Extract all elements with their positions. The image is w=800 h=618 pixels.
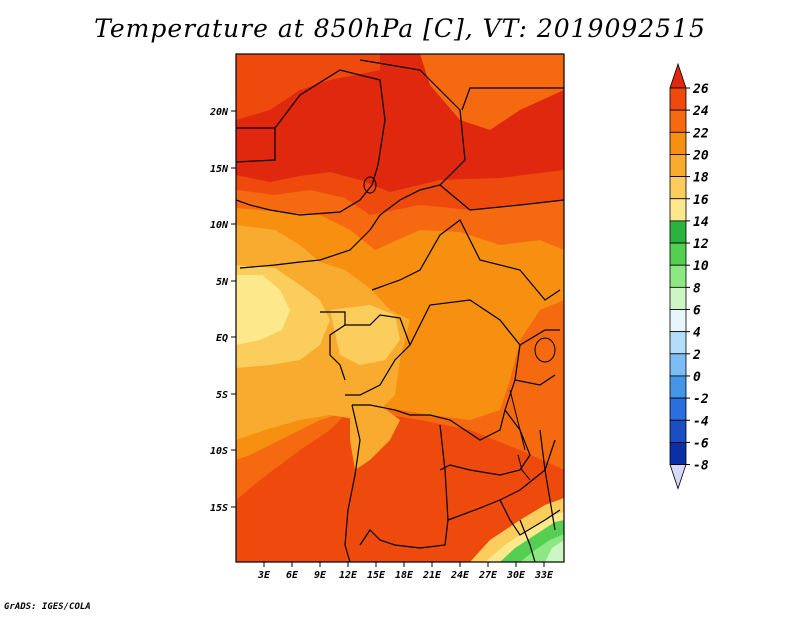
- colorbar-label: -2: [693, 392, 709, 407]
- lon-tick-label: 3E: [257, 570, 271, 581]
- colorbar-label: -4: [693, 414, 709, 429]
- colorbar-label: -8: [693, 459, 709, 474]
- lat-axis: 20N 15N 10N 5N EQ 5S 10S 15S: [209, 107, 236, 514]
- colorbar-swatch: [669, 441, 687, 465]
- colorbar-label: 16: [693, 193, 709, 208]
- credit-text: GrADS: IGES/COLA: [4, 602, 91, 612]
- colorbar-label: 26: [692, 82, 709, 97]
- colorbar-label: 18: [693, 171, 709, 186]
- colorbar-label: 10: [693, 259, 709, 274]
- lakes: [363, 176, 556, 481]
- lat-tick-label: EQ: [216, 333, 228, 344]
- colorbar-label: 8: [693, 281, 701, 296]
- lat-tick-label: 5S: [216, 390, 228, 401]
- field-16-inland: [330, 305, 400, 365]
- colorbar-label: 24: [692, 104, 709, 119]
- lat-tick-label: 15S: [210, 503, 228, 514]
- country-boundaries: [236, 59, 564, 562]
- colorbar-swatch: [669, 286, 687, 310]
- colorbar-swatch: [669, 242, 687, 266]
- colorbar-swatch: [669, 220, 687, 244]
- lat-tick-label: 15N: [210, 164, 229, 175]
- lon-tick-label: 21E: [422, 570, 442, 581]
- colorbar-label: 14: [693, 215, 709, 230]
- colorbar-label: 4: [693, 326, 701, 341]
- colorbar-label: -6: [693, 436, 709, 451]
- lon-tick-label: 6E: [286, 570, 299, 581]
- colorbar-label: 6: [693, 304, 701, 319]
- colorbar-label: 0: [693, 370, 701, 385]
- field-24-ne: [420, 54, 564, 130]
- lon-tick-label: 9E: [314, 570, 327, 581]
- colorbar-swatch: [669, 264, 687, 288]
- colorbar-label: 20: [692, 148, 709, 163]
- colorbar-swatch: [669, 154, 687, 177]
- lon-tick-label: 27E: [478, 570, 498, 581]
- colorbar-swatch: [669, 309, 687, 333]
- colorbar-label: 12: [693, 237, 709, 252]
- colorbar-label: 22: [692, 126, 709, 141]
- colorbar-swatch: [669, 397, 687, 421]
- map-frame: [235, 53, 565, 563]
- colorbar-swatch: [669, 419, 687, 443]
- colorbar-swatch: [669, 331, 687, 355]
- field-cool-se-5: [545, 540, 564, 562]
- colorbar-swatch: [669, 131, 687, 155]
- colorbar-label: 2: [692, 348, 701, 363]
- lon-tick-label: 30E: [506, 570, 526, 581]
- lon-axis: 3E 6E 9E 12E 15E 18E 21E 24E 27E 30E 33E: [257, 562, 554, 581]
- lon-tick-label: 12E: [339, 570, 358, 581]
- temperature-map: [236, 54, 564, 562]
- colorbar-swatch: [669, 353, 687, 377]
- lon-tick-label: 33E: [534, 570, 554, 581]
- field-14-band: [236, 275, 290, 345]
- lat-tick-label: 5N: [216, 277, 229, 288]
- colorbar-swatch: [669, 176, 687, 200]
- colorbar-swatch: [669, 109, 687, 133]
- field-18-south: [350, 400, 400, 470]
- lon-tick-label: 18E: [395, 570, 414, 581]
- lat-tick-label: 10N: [210, 220, 229, 231]
- colorbar-bottom-arrow: [669, 464, 687, 490]
- lat-tick-label: 20N: [209, 107, 229, 118]
- colorbar-top-arrow: [669, 62, 687, 89]
- colorbar-swatch: [669, 87, 687, 111]
- lat-tick-label: 10S: [210, 446, 228, 457]
- colorbar-swatch: [669, 375, 687, 399]
- map-title: Temperature at 850hPa [C], VT: 201909251…: [94, 14, 706, 43]
- lon-tick-label: 24E: [450, 570, 470, 581]
- colorbar-swatch: [669, 198, 687, 222]
- lon-tick-label: 15E: [367, 570, 386, 581]
